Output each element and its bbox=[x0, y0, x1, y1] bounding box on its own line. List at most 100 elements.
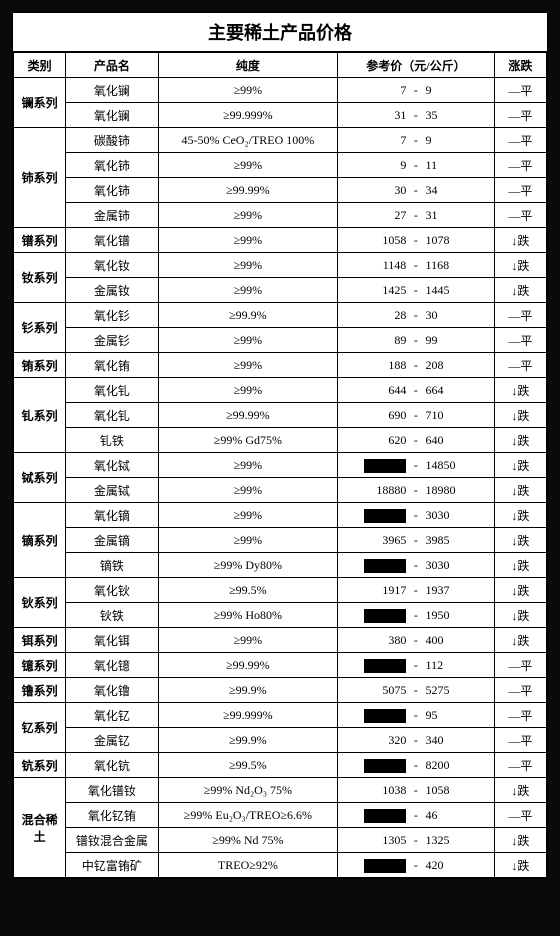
purity-cell: ≥99% bbox=[158, 353, 337, 378]
trend-cell: ↓跌 bbox=[494, 778, 546, 803]
purity-cell: ≥99% Nd 75% bbox=[158, 828, 337, 853]
purity-cell: ≥99% bbox=[158, 78, 337, 103]
purity-cell: TREO≥92% bbox=[158, 853, 337, 878]
product-cell: 氧化钪 bbox=[66, 753, 158, 778]
purity-cell: ≥99% bbox=[158, 153, 337, 178]
product-cell: 氧化铈 bbox=[66, 153, 158, 178]
category-cell: 铈系列 bbox=[14, 128, 66, 228]
purity-cell: ≥99.99% bbox=[158, 403, 337, 428]
price-separator: - bbox=[408, 528, 423, 553]
price-separator: - bbox=[408, 678, 423, 703]
category-cell: 钐系列 bbox=[14, 303, 66, 353]
purity-cell: ≥99% Nd₂O₃ 75% bbox=[158, 778, 337, 803]
trend-cell: ↓跌 bbox=[494, 478, 546, 503]
category-cell: 钇系列 bbox=[14, 703, 66, 753]
purity-cell: ≥99% Eu₂O₃/TREO≥6.6% bbox=[158, 803, 337, 828]
price-high-cell: 1445 bbox=[424, 278, 495, 303]
table-row: 镝铁≥99% Dy80%-3030↓跌 bbox=[14, 553, 547, 578]
category-cell: 镥系列 bbox=[14, 678, 66, 703]
trend-cell: —平 bbox=[494, 78, 546, 103]
price-separator: - bbox=[408, 128, 423, 153]
purity-cell: ≥99.9% bbox=[158, 678, 337, 703]
category-cell: 混合稀土 bbox=[14, 778, 66, 878]
table-row: 氧化钇铕≥99% Eu₂O₃/TREO≥6.6%-46—平 bbox=[14, 803, 547, 828]
purity-cell: ≥99.99% bbox=[158, 653, 337, 678]
footer-line-1: 中国稀土行业协会 bbox=[0, 899, 532, 916]
trend-cell: —平 bbox=[494, 803, 546, 828]
purity-cell: ≥99% bbox=[158, 628, 337, 653]
price-low-cell: 690 bbox=[338, 403, 409, 428]
product-cell: 氧化铕 bbox=[66, 353, 158, 378]
price-low-cell: 5075 bbox=[338, 678, 409, 703]
price-high-cell: 640 bbox=[424, 428, 495, 453]
product-cell: 氧化钕 bbox=[66, 253, 158, 278]
price-separator: - bbox=[408, 303, 423, 328]
product-cell: 氧化镧 bbox=[66, 103, 158, 128]
trend-cell: —平 bbox=[494, 703, 546, 728]
redacted-value bbox=[364, 659, 406, 673]
price-high-cell: 664 bbox=[424, 378, 495, 403]
col-product: 产品名 bbox=[66, 53, 158, 78]
price-low-cell: 3965 bbox=[338, 528, 409, 553]
price-separator: - bbox=[408, 203, 423, 228]
price-low-cell bbox=[338, 503, 409, 528]
product-cell: 金属钐 bbox=[66, 328, 158, 353]
price-low-cell bbox=[338, 653, 409, 678]
category-cell: 钬系列 bbox=[14, 578, 66, 628]
price-high-cell: 112 bbox=[424, 653, 495, 678]
category-cell: 钪系列 bbox=[14, 753, 66, 778]
col-price: 参考价（元/公斤） bbox=[338, 53, 495, 78]
purity-cell: ≥99% bbox=[158, 278, 337, 303]
purity-cell: ≥99% Gd75% bbox=[158, 428, 337, 453]
redacted-value bbox=[364, 709, 406, 723]
trend-cell: ↓跌 bbox=[494, 378, 546, 403]
product-cell: 中钇富铕矿 bbox=[66, 853, 158, 878]
product-cell: 镝铁 bbox=[66, 553, 158, 578]
price-low-cell: 320 bbox=[338, 728, 409, 753]
product-cell: 金属钇 bbox=[66, 728, 158, 753]
product-cell: 氧化镝 bbox=[66, 503, 158, 528]
trend-cell: —平 bbox=[494, 353, 546, 378]
product-cell: 金属铽 bbox=[66, 478, 158, 503]
price-high-cell: 208 bbox=[424, 353, 495, 378]
trend-cell: ↓跌 bbox=[494, 228, 546, 253]
trend-cell: —平 bbox=[494, 728, 546, 753]
trend-cell: ↓跌 bbox=[494, 553, 546, 578]
category-cell: 钆系列 bbox=[14, 378, 66, 453]
price-high-cell: 710 bbox=[424, 403, 495, 428]
col-purity: 纯度 bbox=[158, 53, 337, 78]
purity-cell: ≥99% bbox=[158, 253, 337, 278]
price-low-cell bbox=[338, 803, 409, 828]
price-low-cell: 380 bbox=[338, 628, 409, 653]
price-low-cell: 1038 bbox=[338, 778, 409, 803]
price-high-cell: 1950 bbox=[424, 603, 495, 628]
purity-cell: ≥99.5% bbox=[158, 578, 337, 603]
table-row: 钕系列氧化钕≥99%1148-1168↓跌 bbox=[14, 253, 547, 278]
price-high-cell: 1325 bbox=[424, 828, 495, 853]
category-cell: 铒系列 bbox=[14, 628, 66, 653]
purity-cell: ≥99% bbox=[158, 203, 337, 228]
table-row: 钆系列氧化钆≥99%644-664↓跌 bbox=[14, 378, 547, 403]
price-separator: - bbox=[408, 778, 423, 803]
table-row: 钆铁≥99% Gd75%620-640↓跌 bbox=[14, 428, 547, 453]
price-separator: - bbox=[408, 328, 423, 353]
price-separator: - bbox=[408, 703, 423, 728]
table-row: 铒系列氧化铒≥99%380-400↓跌 bbox=[14, 628, 547, 653]
table-row: 氧化铈≥99%9-11—平 bbox=[14, 153, 547, 178]
price-separator: - bbox=[408, 803, 423, 828]
price-separator: - bbox=[408, 753, 423, 778]
trend-cell: ↓跌 bbox=[494, 403, 546, 428]
table-row: 镝系列氧化镝≥99%-3030↓跌 bbox=[14, 503, 547, 528]
purity-cell: ≥99% Ho80% bbox=[158, 603, 337, 628]
category-cell: 镨系列 bbox=[14, 228, 66, 253]
table-row: 金属钇≥99.9%320-340—平 bbox=[14, 728, 547, 753]
trend-cell: ↓跌 bbox=[494, 253, 546, 278]
price-separator: - bbox=[408, 103, 423, 128]
trend-cell: ↓跌 bbox=[494, 603, 546, 628]
purity-cell: ≥99% bbox=[158, 478, 337, 503]
category-cell: 镝系列 bbox=[14, 503, 66, 578]
purity-cell: ≥99.999% bbox=[158, 103, 337, 128]
trend-cell: ↓跌 bbox=[494, 503, 546, 528]
trend-cell: ↓跌 bbox=[494, 853, 546, 878]
product-cell: 镨钕混合金属 bbox=[66, 828, 158, 853]
